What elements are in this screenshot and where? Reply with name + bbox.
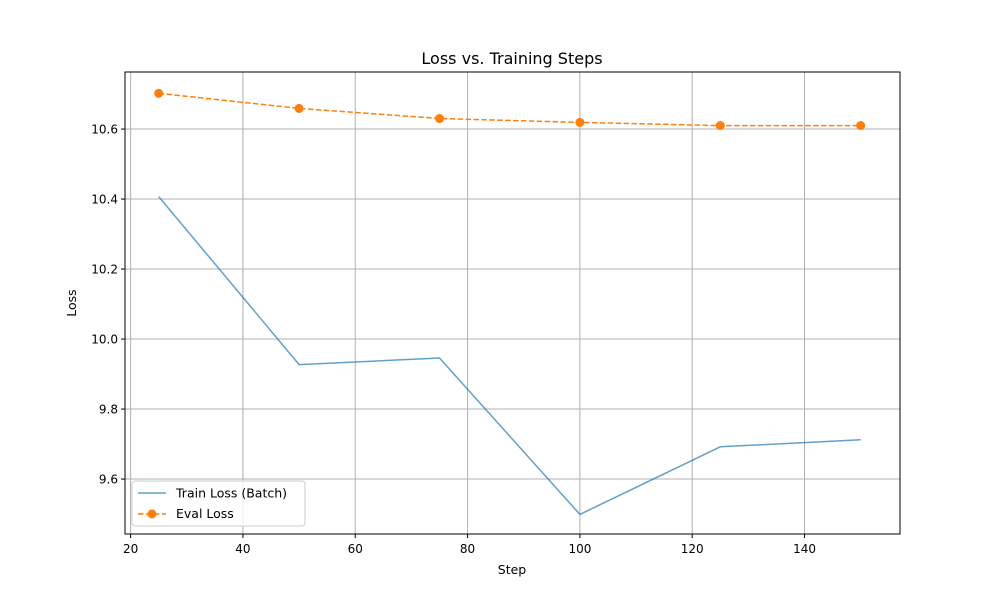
x-tick-label: 80 xyxy=(460,542,475,556)
chart-title: Loss vs. Training Steps xyxy=(421,49,602,68)
x-tick-label: 100 xyxy=(568,542,591,556)
series-layer xyxy=(154,88,866,516)
y-tick-label: 10.6 xyxy=(91,123,118,137)
x-axis-label: Step xyxy=(498,562,527,577)
legend-marker-eval-loss xyxy=(147,509,157,519)
plot-area-frame xyxy=(124,71,901,535)
series-1-point xyxy=(434,114,444,124)
series-1-point xyxy=(154,88,164,98)
y-tick-label: 9.6 xyxy=(99,473,118,487)
x-tick-label: 40 xyxy=(235,542,250,556)
x-tick-label: 60 xyxy=(348,542,363,556)
x-tick-label: 120 xyxy=(681,542,704,556)
series-1-point xyxy=(294,103,304,113)
x-tick-label: 140 xyxy=(793,542,816,556)
series-1-point xyxy=(575,117,585,127)
series-line-0 xyxy=(158,196,861,516)
y-tick-label: 9.8 xyxy=(99,403,118,417)
grid xyxy=(125,72,900,534)
series-1-point xyxy=(856,121,866,131)
y-tick-label: 10.4 xyxy=(91,193,118,207)
legend: Train Loss (Batch) Eval Loss xyxy=(131,480,306,527)
series-1-point xyxy=(715,121,725,131)
x-tick-label: 20 xyxy=(123,542,138,556)
y-tick-label: 10.2 xyxy=(91,263,118,277)
x-axis-ticks: 20 40 60 80 100 120 140 xyxy=(123,534,816,556)
y-axis-label: Loss xyxy=(64,289,79,316)
legend-label-eval-loss: Eval Loss xyxy=(176,506,234,521)
legend-box xyxy=(131,480,306,527)
series-line-1 xyxy=(158,92,861,127)
y-tick-label: 10.0 xyxy=(91,333,118,347)
y-axis-ticks: 9.6 9.8 10.0 10.2 10.4 10.6 xyxy=(91,123,125,487)
legend-label-train-loss: Train Loss (Batch) xyxy=(175,486,287,501)
